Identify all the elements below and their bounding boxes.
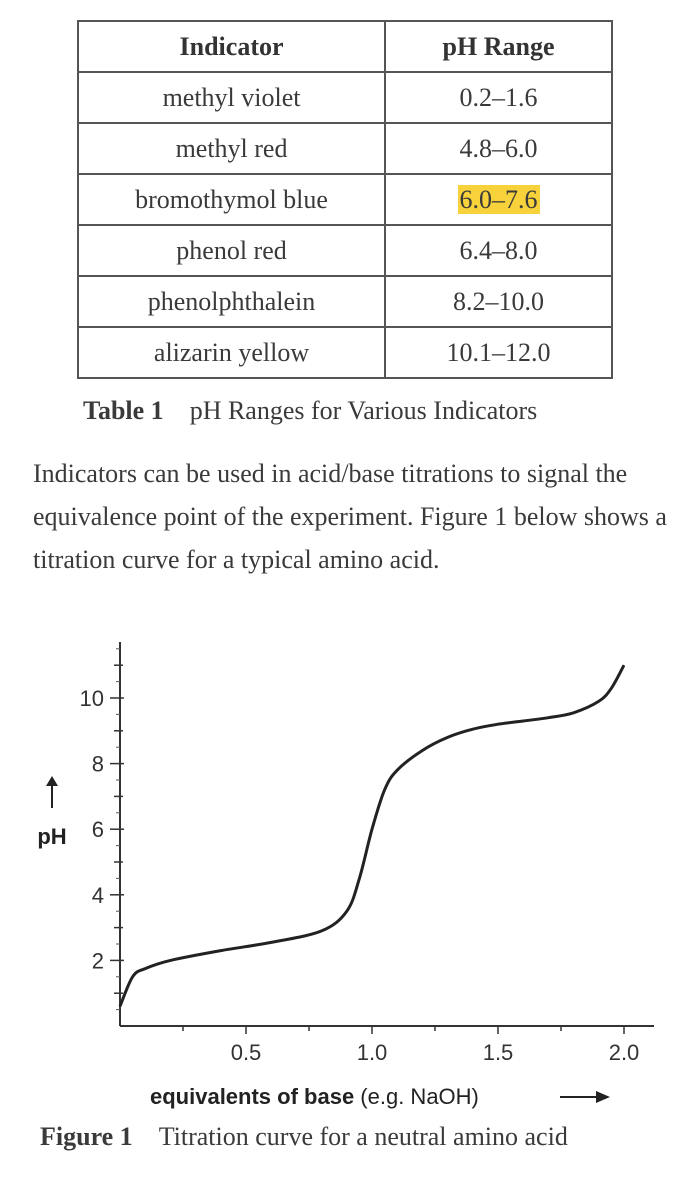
chart-axes <box>119 642 654 1027</box>
table-body: methyl violet 0.2–1.6 methyl red 4.8–6.0 bro… <box>76 71 613 379</box>
y-tick-label: 4 <box>92 883 104 908</box>
ph-range-value: 10.1–12.0 <box>446 337 551 367</box>
header-indicator: Indicator <box>76 20 387 73</box>
header-ph-range: pH Range <box>384 20 613 73</box>
figure-caption-text: Titration curve for a neutral amino acid <box>158 1122 568 1151</box>
table-caption-text: pH Ranges for Various Indicators <box>189 396 538 425</box>
table-row: phenol red 6.4–8.0 <box>76 224 613 277</box>
table-row: bromothymol blue 6.0–7.6 <box>76 173 613 226</box>
table-row: methyl red 4.8–6.0 <box>76 122 613 175</box>
figure-caption: Figure 1 Titration curve for a neutral am… <box>40 1122 568 1152</box>
ph-range-value: 0.2–1.6 <box>459 82 538 112</box>
y-tick-label: 6 <box>92 817 104 842</box>
ph-range-value: 4.8–6.0 <box>459 133 538 163</box>
table-caption-label: Table 1 <box>83 396 164 425</box>
ph-range-value: 6.0–7.6 <box>457 184 540 214</box>
table-row: alizarin yellow 10.1–12.0 <box>76 326 613 379</box>
y-axis-label: pH <box>37 824 66 849</box>
x-tick-label: 1.5 <box>483 1040 514 1065</box>
ph-range-value: 6.4–8.0 <box>459 235 538 265</box>
up-arrow-icon <box>46 776 58 786</box>
chart-labels: 2 4 6 8 10 0.5 1.0 1.5 2.0 pH equivalents of base … <box>37 686 639 1109</box>
indicator-cell: phenolphthalein <box>76 275 387 328</box>
ph-range-cell: 6.4–8.0 <box>384 224 613 277</box>
table-caption: Table 1 pH Ranges for Various Indicators <box>83 396 537 426</box>
figure-caption-label: Figure 1 <box>40 1122 133 1151</box>
indicator-cell: bromothymol blue <box>76 173 387 226</box>
indicator-cell: methyl violet <box>76 71 387 124</box>
y-tick-label: 10 <box>80 686 104 711</box>
ph-range-cell: 10.1–12.0 <box>384 326 613 379</box>
ph-range-cell: 4.8–6.0 <box>384 122 613 175</box>
y-tick-label: 2 <box>92 948 104 973</box>
x-tick-label: 0.5 <box>231 1040 262 1065</box>
x-axis-label-main: equivalents of base <box>150 1084 354 1109</box>
indicator-table: Indicator pH Range methyl violet 0.2–1.6 m… <box>76 20 613 379</box>
indicator-cell: phenol red <box>76 224 387 277</box>
chart-ticks <box>110 648 625 1034</box>
ph-range-cell: 8.2–10.0 <box>384 275 613 328</box>
ph-range-cell: 0.2–1.6 <box>384 71 613 124</box>
indicator-cell: methyl red <box>76 122 387 175</box>
y-tick-label: 8 <box>92 752 104 777</box>
table-header-row: Indicator pH Range <box>76 20 613 73</box>
body-paragraph: Indicators can be used in acid/base titr… <box>33 459 667 574</box>
right-arrow-icon <box>596 1091 610 1103</box>
ph-range-value: 8.2–10.0 <box>453 286 545 316</box>
x-axis-label: equivalents of base (e.g. NaOH) <box>150 1084 479 1109</box>
table-row: phenolphthalein 8.2–10.0 <box>76 275 613 328</box>
titration-chart: 2 4 6 8 10 0.5 1.0 1.5 2.0 pH equivalents of base … <box>37 642 654 1109</box>
titration-curve <box>118 664 626 1007</box>
table-row: methyl violet 0.2–1.6 <box>76 71 613 124</box>
x-axis-label-note: (e.g. NaOH) <box>354 1084 479 1109</box>
x-tick-label: 1.0 <box>357 1040 388 1065</box>
x-tick-label: 2.0 <box>609 1040 640 1065</box>
indicator-cell: alizarin yellow <box>76 326 387 379</box>
ph-range-cell: 6.0–7.6 <box>384 173 613 226</box>
